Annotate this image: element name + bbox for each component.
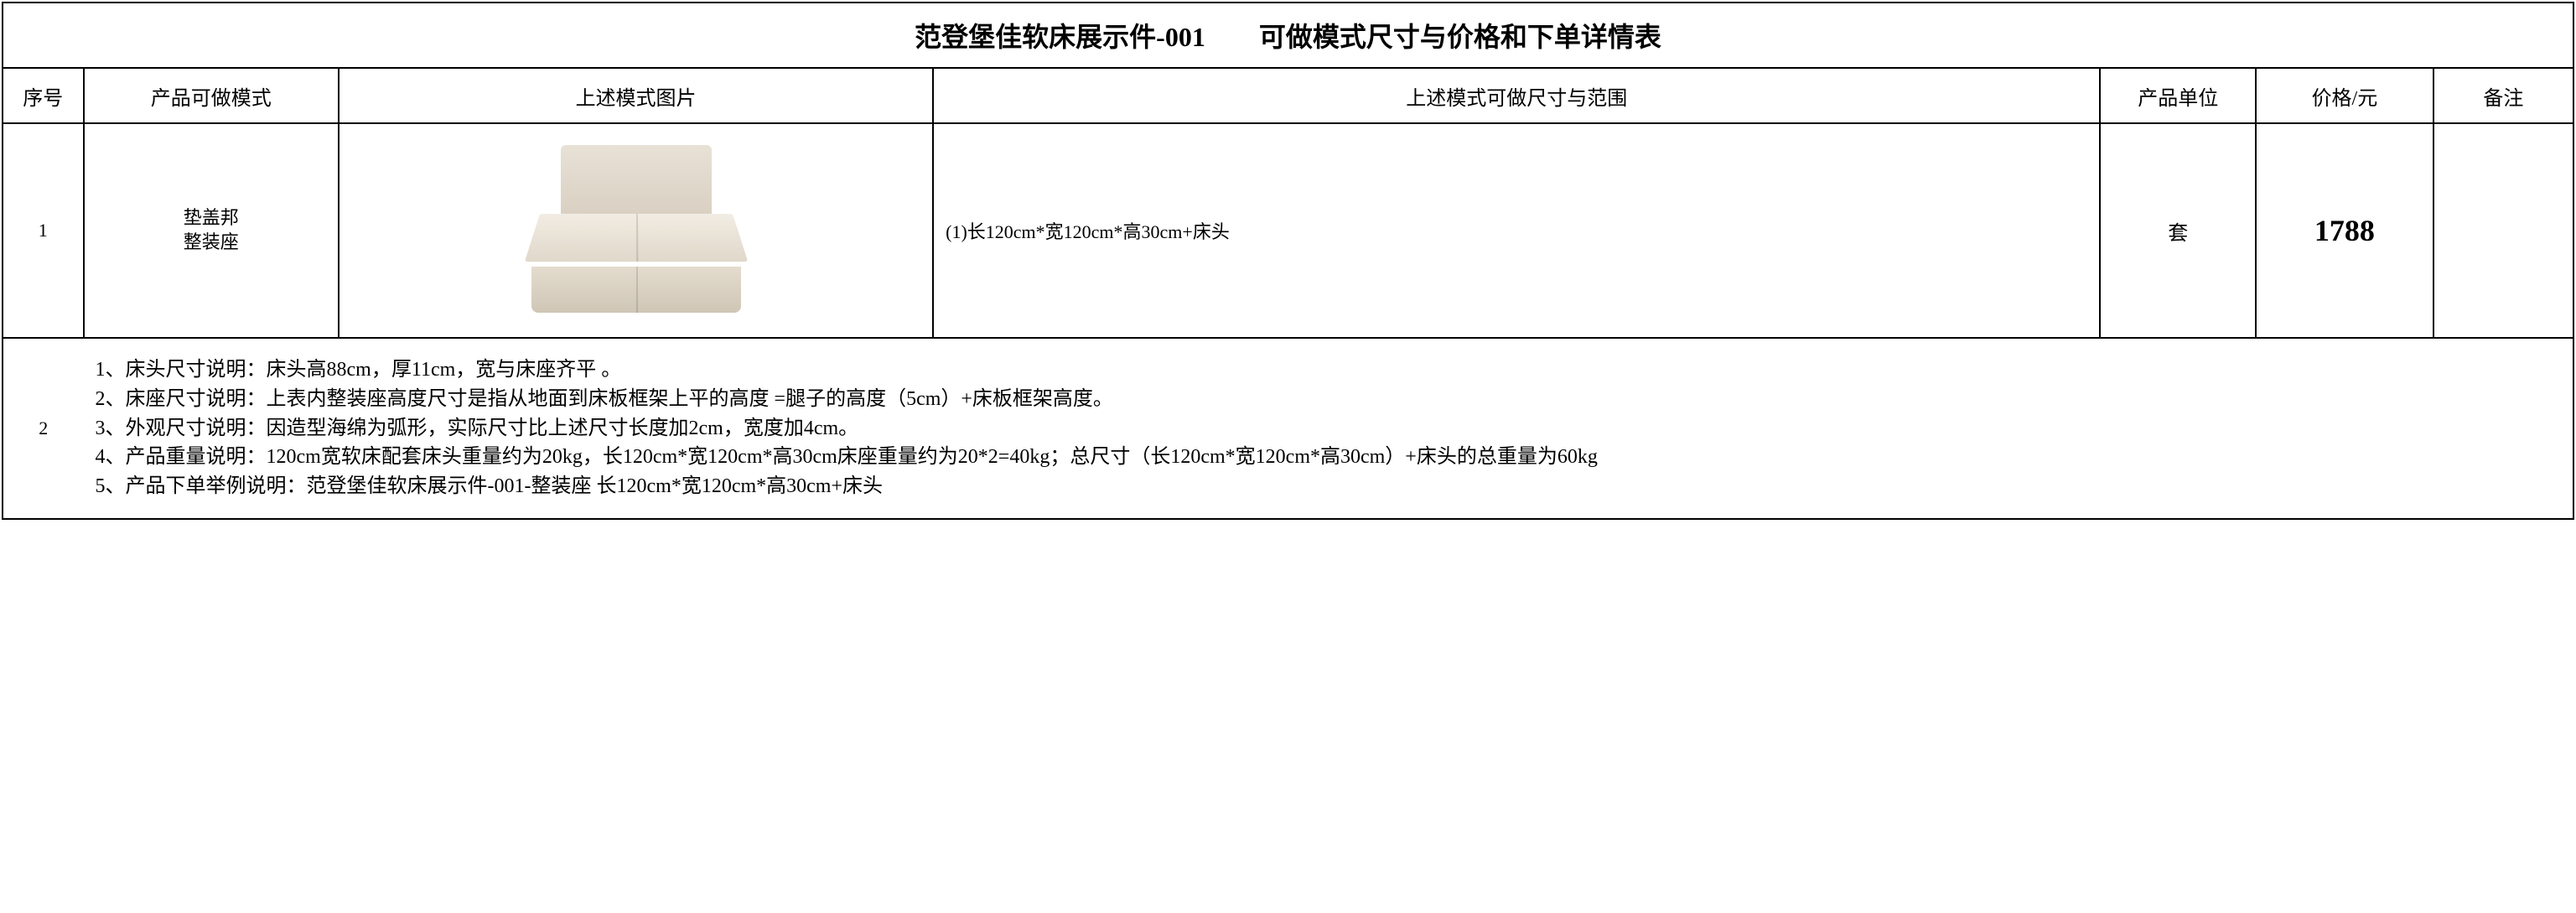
- note-line: 1、床头尺寸说明：床头高88cm，厚11cm，宽与床座齐平 。: [96, 355, 2561, 385]
- note-line: 3、外观尺寸说明：因造型海绵为弧形，实际尺寸比上述尺寸长度加2cm，宽度加4cm…: [96, 414, 2561, 444]
- col-range-header: 上述模式可做尺寸与范围: [933, 68, 2100, 123]
- spec-table: 范登堡佳软床展示件-001 可做模式尺寸与价格和下单详情表 序号 产品可做模式 …: [2, 2, 2574, 520]
- cell-seq: 1: [3, 123, 84, 338]
- title-row: 范登堡佳软床展示件-001 可做模式尺寸与价格和下单详情表: [3, 3, 2573, 68]
- cell-image: [339, 123, 933, 338]
- note-line: 5、产品下单举例说明：范登堡佳软床展示件-001-整装座 长120cm*宽120…: [96, 472, 2561, 501]
- table-title: 范登堡佳软床展示件-001 可做模式尺寸与价格和下单详情表: [3, 3, 2573, 68]
- cell-price: 1788: [2256, 123, 2433, 338]
- notes-body: 1、床头尺寸说明：床头高88cm，厚11cm，宽与床座齐平 。 2、床座尺寸说明…: [84, 338, 2573, 519]
- col-mode-header: 产品可做模式: [84, 68, 339, 123]
- product-bed-icon: [519, 137, 754, 321]
- cell-range: (1)长120cm*宽120cm*高30cm+床头: [933, 123, 2100, 338]
- cell-unit: 套: [2100, 123, 2256, 338]
- col-image-header: 上述模式图片: [339, 68, 933, 123]
- col-unit-header: 产品单位: [2100, 68, 2256, 123]
- col-remark-header: 备注: [2433, 68, 2573, 123]
- notes-row: 2 1、床头尺寸说明：床头高88cm，厚11cm，宽与床座齐平 。 2、床座尺寸…: [3, 338, 2573, 519]
- table-row: 1 垫盖邦 整装座 (1)长120cm*宽120cm*高30cm+床头 套 17…: [3, 123, 2573, 338]
- note-line: 4、产品重量说明：120cm宽软床配套床头重量约为20kg，长120cm*宽12…: [96, 443, 2561, 472]
- cell-remark: [2433, 123, 2573, 338]
- col-seq-header: 序号: [3, 68, 84, 123]
- mode-line2: 整装座: [184, 231, 239, 252]
- notes-seq: 2: [3, 338, 84, 519]
- header-row: 序号 产品可做模式 上述模式图片 上述模式可做尺寸与范围 产品单位 价格/元 备…: [3, 68, 2573, 123]
- col-price-header: 价格/元: [2256, 68, 2433, 123]
- note-line: 2、床座尺寸说明：上表内整装座高度尺寸是指从地面到床板框架上平的高度 =腿子的高…: [96, 385, 2561, 414]
- cell-mode: 垫盖邦 整装座: [84, 123, 339, 338]
- mode-line1: 垫盖邦: [184, 207, 239, 228]
